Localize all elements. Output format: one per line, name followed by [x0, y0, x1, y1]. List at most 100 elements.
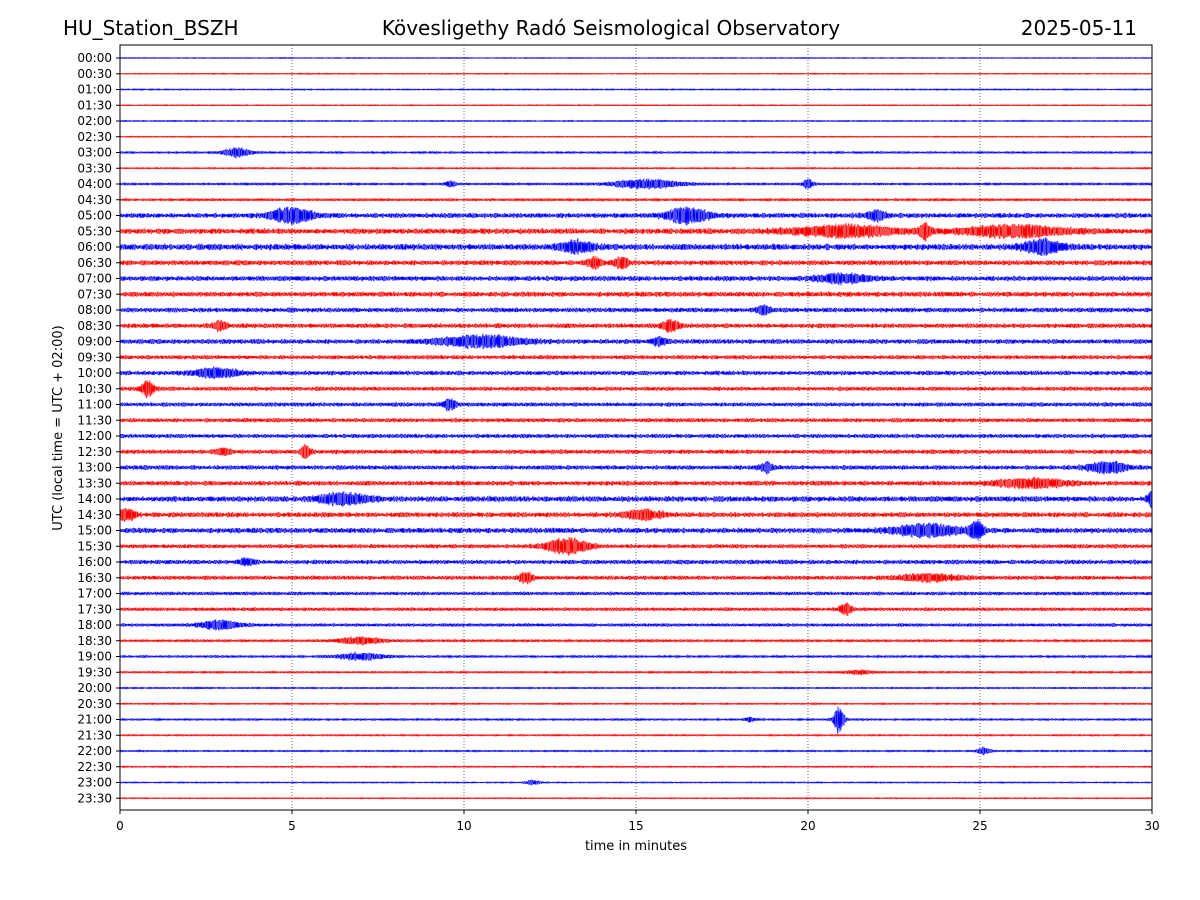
y-tick-label: 02:00: [77, 114, 112, 128]
trace-1300: [119, 460, 1153, 476]
y-tick-label: 06:30: [77, 256, 112, 270]
y-tick-label: 13:00: [77, 461, 112, 475]
y-tick-label: 12:00: [77, 429, 112, 443]
x-grid: [291, 45, 981, 810]
x-tick-label: 0: [116, 819, 124, 833]
trace-1730: [119, 602, 1153, 616]
trace-1400: [119, 490, 1153, 509]
trace-2030: [119, 701, 1153, 706]
x-tick-label: 10: [456, 819, 471, 833]
y-tick-label: 03:00: [77, 146, 112, 160]
x-axis-ticks: 0 5 10 15 20 25 30: [116, 810, 1160, 833]
y-tick-label: 15:30: [77, 539, 112, 553]
trace-2300: [119, 779, 1153, 786]
trace-0000: [119, 56, 1153, 60]
trace-1800: [119, 619, 1153, 632]
trace-0800: [119, 304, 1153, 317]
y-tick-label: 20:30: [77, 697, 112, 711]
trace-1930: [119, 669, 1153, 676]
trace-1100: [119, 398, 1153, 413]
y-tick-label: 10:30: [77, 382, 112, 396]
y-tick-label: 16:00: [77, 555, 112, 569]
trace-0900: [119, 333, 1153, 350]
y-tick-label: 22:30: [77, 760, 112, 774]
trace-1600: [119, 556, 1153, 567]
x-tick-label: 15: [628, 819, 643, 833]
trace-2130: [119, 733, 1153, 738]
trace-0930: [119, 354, 1153, 361]
trace-1500: [119, 518, 1153, 541]
y-tick-label: 09:00: [77, 335, 112, 349]
trace-0730: [119, 290, 1153, 298]
trace-0300: [119, 146, 1153, 159]
y-tick-label: 14:00: [77, 492, 112, 506]
trace-2200: [119, 746, 1153, 756]
y-tick-label: 21:00: [77, 713, 112, 727]
y-axis-label: UTC (local time = UTC + 02:00): [51, 325, 66, 530]
trace-1200: [119, 433, 1153, 439]
station-name: HU_Station_BSZH: [63, 16, 239, 40]
trace-0430: [119, 197, 1153, 203]
y-tick-label: 03:30: [77, 161, 112, 175]
y-tick-label: 00:30: [77, 67, 112, 81]
trace-0230: [119, 135, 1153, 139]
trace-0530: [119, 221, 1153, 242]
chart-title: Kövesligethy Radó Seismological Observat…: [382, 16, 840, 40]
y-tick-label: 04:30: [77, 193, 112, 207]
x-tick-label: 20: [800, 819, 815, 833]
trace-2000: [119, 686, 1153, 690]
y-tick-label: 19:30: [77, 665, 112, 679]
y-tick-label: 21:30: [77, 728, 112, 742]
y-tick-label: 07:30: [77, 287, 112, 301]
y-tick-label: 19:00: [77, 650, 112, 664]
trace-1000: [119, 366, 1153, 380]
y-tick-label: 10:00: [77, 366, 112, 380]
y-tick-label: 08:30: [77, 319, 112, 333]
y-tick-label: 05:30: [77, 224, 112, 238]
trace-0500: [119, 206, 1153, 226]
x-tick-label: 25: [972, 819, 987, 833]
x-tick-label: 30: [1144, 819, 1159, 833]
trace-1130: [119, 417, 1153, 424]
y-tick-label: 22:00: [77, 744, 112, 758]
trace-2330: [119, 796, 1153, 800]
y-tick-label: 18:30: [77, 634, 112, 648]
y-tick-label: 11:00: [77, 398, 112, 412]
y-tick-label: 01:00: [77, 83, 112, 97]
x-tick-label: 5: [288, 819, 296, 833]
trace-1700: [119, 590, 1153, 597]
y-tick-label: 18:00: [77, 618, 112, 632]
y-tick-label: 04:00: [77, 177, 112, 191]
trace-0700: [119, 272, 1153, 286]
y-tick-label: 07:00: [77, 272, 112, 286]
y-tick-label: 13:30: [77, 476, 112, 490]
y-tick-label: 23:00: [77, 776, 112, 790]
trace-0830: [119, 318, 1153, 333]
trace-1530: [119, 536, 1153, 556]
y-tick-label: 23:30: [77, 791, 112, 805]
y-tick-label: 15:00: [77, 524, 112, 538]
traces: [119, 56, 1153, 800]
y-tick-label: 20:00: [77, 681, 112, 695]
trace-1900: [119, 650, 1153, 662]
y-tick-label: 01:30: [77, 98, 112, 112]
trace-1330: [119, 476, 1153, 490]
y-tick-label: 08:00: [77, 303, 112, 317]
y-tick-label: 09:30: [77, 350, 112, 364]
y-tick-label: 16:30: [77, 571, 112, 585]
trace-0200: [119, 119, 1153, 123]
y-tick-label: 02:30: [77, 130, 112, 144]
trace-0600: [119, 237, 1153, 257]
y-tick-label: 17:30: [77, 602, 112, 616]
y-tick-label: 11:30: [77, 413, 112, 427]
trace-2230: [119, 765, 1153, 769]
y-tick-label: 05:00: [77, 209, 112, 223]
y-tick-label: 00:00: [77, 51, 112, 65]
trace-0030: [119, 72, 1153, 76]
y-tick-label: 12:30: [77, 445, 112, 459]
trace-1230: [119, 443, 1153, 459]
trace-2100: [119, 706, 1153, 734]
